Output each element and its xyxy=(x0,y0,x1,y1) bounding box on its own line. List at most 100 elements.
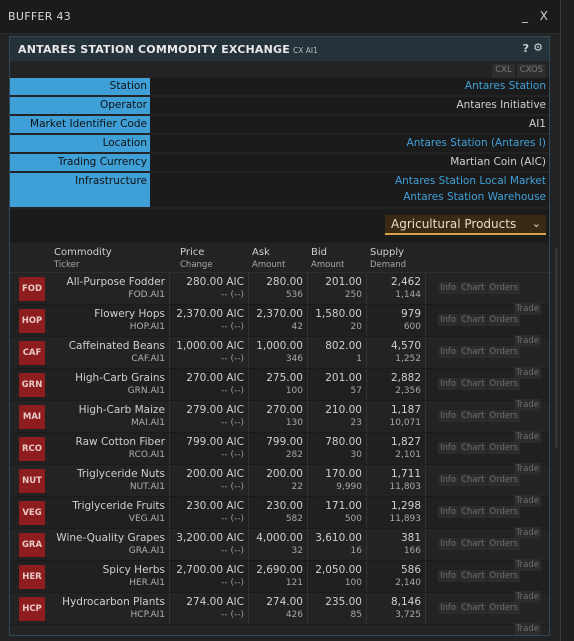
chart-button[interactable]: Chart xyxy=(459,506,487,518)
ticker-badge[interactable]: HOP xyxy=(19,308,45,333)
chart-button[interactable]: Chart xyxy=(459,346,487,358)
location-link[interactable]: Antares Station (Antares I) xyxy=(150,135,549,154)
bid-amount: 20 xyxy=(350,322,362,332)
orders-button[interactable]: Orders xyxy=(487,314,521,326)
table-row[interactable]: HCP Hydrocarbon Plants HCP.AI1 274.00 AIC --… xyxy=(10,593,549,635)
cxl-button[interactable]: CXL xyxy=(492,64,515,78)
ticker-badge[interactable]: NUT xyxy=(19,468,45,493)
table-row[interactable]: FOD All-Purpose Fodder FOD.AI1 280.00 AIC --… xyxy=(10,273,549,315)
ask-price: 4,000.00 xyxy=(256,532,303,544)
commodity-ticker: GRN.AI1 xyxy=(127,386,165,396)
ticker-badge[interactable]: MAI xyxy=(19,404,45,429)
trade-button[interactable]: Trade xyxy=(513,591,541,603)
table-row[interactable]: GRA Wine-Quality Grapes GRA.AI1 3,200.00 AI… xyxy=(10,529,549,571)
info-button[interactable]: Info xyxy=(438,314,459,326)
ticker-cell: HOP xyxy=(10,305,54,336)
table-row[interactable]: NUT Triglyceride Nuts NUT.AI1 200.00 AIC -- … xyxy=(10,465,549,507)
orders-button[interactable]: Orders xyxy=(487,506,521,518)
chart-button[interactable]: Chart xyxy=(459,410,487,422)
chart-button[interactable]: Chart xyxy=(459,570,487,582)
orders-button[interactable]: Orders xyxy=(487,442,521,454)
orders-button[interactable]: Orders xyxy=(487,570,521,582)
currency-value: Martian Coin (AIC) xyxy=(150,154,549,173)
orders-button[interactable]: Orders xyxy=(487,410,521,422)
chart-button[interactable]: Chart xyxy=(459,538,487,550)
info-button[interactable]: Info xyxy=(438,474,459,486)
price-change: -- (--) xyxy=(221,290,244,300)
demand-value: 2,101 xyxy=(395,450,421,460)
chart-button[interactable]: Chart xyxy=(459,314,487,326)
info-button[interactable]: Info xyxy=(438,506,459,518)
price-cell: 280.00 AIC -- (--) xyxy=(169,273,248,304)
warehouse-link[interactable]: Antares Station Warehouse xyxy=(403,191,546,203)
trade-button[interactable]: Trade xyxy=(513,559,541,571)
orders-button[interactable]: Orders xyxy=(487,538,521,550)
chart-button[interactable]: Chart xyxy=(459,474,487,486)
commodity-name: Raw Cotton Fiber xyxy=(75,436,165,448)
station-link[interactable]: Antares Station xyxy=(150,78,549,97)
ticker-badge[interactable]: RCO xyxy=(19,436,45,461)
trade-button[interactable]: Trade xyxy=(513,303,541,315)
price-cell: 1,000.00 AIC -- (--) xyxy=(169,337,248,368)
info-button[interactable]: Info xyxy=(438,538,459,550)
table-row[interactable]: CAF Caffeinated Beans CAF.AI1 1,000.00 AIC -… xyxy=(10,337,549,379)
bid-cell: 1,580.00 20 xyxy=(307,305,366,336)
table-row[interactable]: HOP Flowery Hops HOP.AI1 2,370.00 AIC -- (--… xyxy=(10,305,549,347)
window-titlebar[interactable]: BUFFER 43 _ X xyxy=(0,0,560,34)
local-market-link[interactable]: Antares Station Local Market xyxy=(394,175,546,187)
chart-button[interactable]: Chart xyxy=(459,378,487,390)
table-row[interactable]: HER Spicy Herbs HER.AI1 2,700.00 AIC -- (--)… xyxy=(10,561,549,603)
info-button[interactable]: Info xyxy=(438,442,459,454)
trade-button[interactable]: Trade xyxy=(513,335,541,347)
demand-value: 11,893 xyxy=(389,514,422,524)
trade-button[interactable]: Trade xyxy=(513,431,541,443)
ticker-badge[interactable]: FOD xyxy=(19,276,45,301)
trade-button[interactable]: Trade xyxy=(513,463,541,475)
supply-header: Supply Demand xyxy=(370,247,407,270)
chevron-down-icon: ⌄ xyxy=(531,217,541,230)
table-row[interactable]: MAI High-Carb Maize MAI.AI1 279.00 AIC -- (-… xyxy=(10,401,549,443)
orders-button[interactable]: Orders xyxy=(487,346,521,358)
trade-button[interactable]: Trade xyxy=(513,367,541,379)
orders-button[interactable]: Orders xyxy=(487,602,521,614)
bid-amount: 16 xyxy=(350,546,362,556)
ticker-badge[interactable]: HCP xyxy=(19,596,45,621)
table-row[interactable]: GRN High-Carb Grains GRN.AI1 270.00 AIC -- (… xyxy=(10,369,549,411)
minimize-button[interactable]: _ xyxy=(522,9,528,23)
bid-price: 3,610.00 xyxy=(315,532,362,544)
info-button[interactable]: Info xyxy=(438,378,459,390)
cxos-button[interactable]: CXOS xyxy=(516,64,546,78)
info-button[interactable]: Info xyxy=(438,570,459,582)
ticker-badge[interactable]: GRN xyxy=(19,372,45,397)
actions-cell: Info Chart Orders Trade xyxy=(425,529,549,571)
gear-icon[interactable]: ⚙ xyxy=(533,41,543,54)
chart-button[interactable]: Chart xyxy=(459,442,487,454)
ticker-badge[interactable]: CAF xyxy=(19,340,45,365)
chart-button[interactable]: Chart xyxy=(459,282,487,294)
info-button[interactable]: Info xyxy=(438,410,459,422)
supply-cell: 1,827 2,101 xyxy=(366,433,425,464)
ticker-badge[interactable]: GRA xyxy=(19,532,45,557)
close-button[interactable]: X xyxy=(539,9,548,23)
category-select[interactable]: Agricultural Products ⌄ xyxy=(385,215,546,235)
orders-button[interactable]: Orders xyxy=(487,474,521,486)
ticker-badge[interactable]: HER xyxy=(19,564,45,589)
trade-button[interactable]: Trade xyxy=(513,527,541,539)
orders-button[interactable]: Orders xyxy=(487,378,521,390)
scrollbar[interactable] xyxy=(555,248,558,448)
ticker-badge[interactable]: VEG xyxy=(19,500,45,525)
ask-price: 799.00 xyxy=(266,436,303,448)
trade-button[interactable]: Trade xyxy=(513,399,541,411)
chart-button[interactable]: Chart xyxy=(459,602,487,614)
info-button[interactable]: Info xyxy=(438,602,459,614)
help-icon[interactable]: ? xyxy=(522,42,529,55)
ask-price: 275.00 xyxy=(266,372,303,384)
orders-button[interactable]: Orders xyxy=(487,282,521,294)
trade-button[interactable]: Trade xyxy=(513,623,541,635)
price-cell: 270.00 AIC -- (--) xyxy=(169,369,248,400)
trade-button[interactable]: Trade xyxy=(513,495,541,507)
info-button[interactable]: Info xyxy=(438,282,459,294)
info-button[interactable]: Info xyxy=(438,346,459,358)
table-row[interactable]: VEG Triglyceride Fruits VEG.AI1 230.00 AIC -… xyxy=(10,497,549,539)
table-row[interactable]: RCO Raw Cotton Fiber RCO.AI1 799.00 AIC -- (… xyxy=(10,433,549,475)
